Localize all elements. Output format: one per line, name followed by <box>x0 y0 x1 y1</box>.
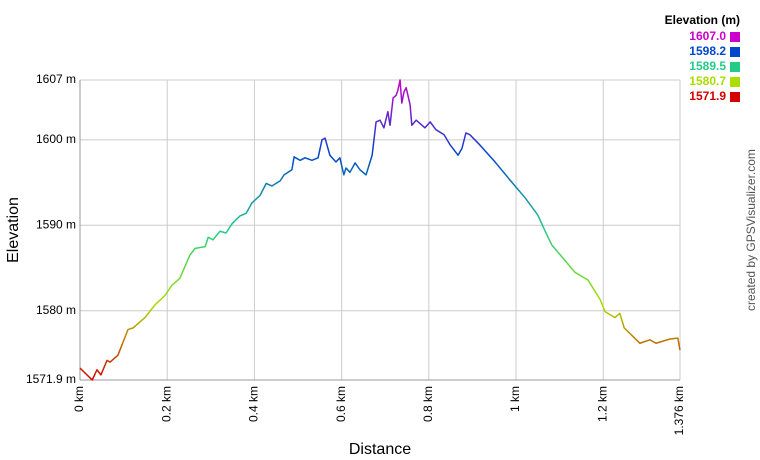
y-tick-label: 1607 m <box>36 72 76 86</box>
y-tick-label: 1600 m <box>36 132 76 146</box>
x-tick-label: 0.6 km <box>334 386 348 422</box>
y-tick-label: 1571.9 m <box>26 372 76 386</box>
legend-label: 1589.5 <box>689 59 726 73</box>
legend-swatch <box>730 62 740 72</box>
x-axis-title: Distance <box>349 441 411 458</box>
x-tick-label: 0 km <box>72 386 86 412</box>
y-tick-label: 1580 m <box>36 303 76 317</box>
legend-label: 1598.2 <box>689 44 726 58</box>
legend-swatch <box>730 77 740 87</box>
x-tick-label: 1.376 km <box>672 386 686 435</box>
y-axis-title: Elevation <box>5 197 22 263</box>
x-tick-label: 0.2 km <box>159 386 173 422</box>
legend-label: 1607.0 <box>689 29 726 43</box>
credit: created by GPSVisualizer.com <box>744 149 758 311</box>
x-tick-label: 0.8 km <box>421 386 435 422</box>
x-tick-label: 1.2 km <box>595 386 609 422</box>
x-tick-label: 0.4 km <box>247 386 261 422</box>
elevation-line <box>79 79 681 381</box>
legend-label: 1580.7 <box>689 74 726 88</box>
y-tick-label: 1590 m <box>36 217 76 231</box>
x-tick-label: 1 km <box>508 386 522 412</box>
legend-label: 1571.9 <box>689 89 726 103</box>
legend-title: Elevation (m) <box>665 13 740 27</box>
legend-swatch <box>730 47 740 57</box>
legend-swatch <box>730 32 740 42</box>
legend-swatch <box>730 92 740 102</box>
